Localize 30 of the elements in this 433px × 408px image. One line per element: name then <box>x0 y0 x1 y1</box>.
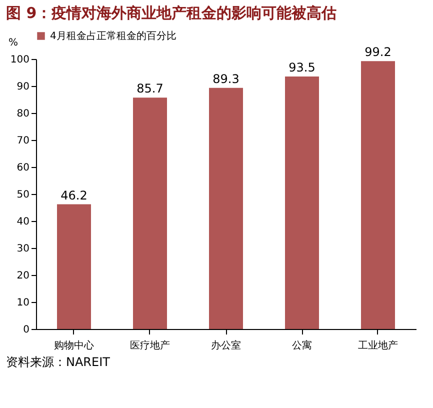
legend-label: 4月租金占正常租金的百分比 <box>50 30 176 42</box>
data-label: 89.3 <box>212 72 240 86</box>
chart-title: 图 9：疫情对海外商业地产租金的影响可能被高估 <box>6 4 337 22</box>
y-tick-label: 60 <box>16 162 30 174</box>
bar <box>209 88 243 329</box>
data-label: 85.7 <box>136 82 164 96</box>
text: 资料来源：NAREIT <box>6 355 111 369</box>
bar <box>361 61 395 329</box>
data-label: 99.2 <box>364 45 392 60</box>
x-tick-label: 工业地产 <box>358 340 398 352</box>
data-label: 93.5 <box>288 60 316 75</box>
y-tick-label: 80 <box>16 108 30 120</box>
y-tick-label: 90 <box>16 82 30 92</box>
y-tick-label: 70 <box>16 136 30 146</box>
bar <box>57 204 91 329</box>
y-tick-label: 100 <box>10 54 30 66</box>
x-tick-label: 医疗地产 <box>130 340 170 352</box>
y-tick-label: 10 <box>16 298 30 308</box>
x-tick-label: 办公室 <box>211 340 241 352</box>
y-tick-label: 20 <box>16 270 30 282</box>
y-tick-label: 0 <box>23 324 30 336</box>
y-tick-label: 30 <box>16 244 30 254</box>
x-tick-label: 公寓 <box>292 340 312 352</box>
y-tick-label: 40 <box>16 216 30 228</box>
x-tick-label: 购物中心 <box>54 340 94 352</box>
bar <box>133 98 167 329</box>
y-tick-label: 50 <box>16 190 30 200</box>
bar <box>285 76 319 329</box>
data-label: 46.2 <box>60 188 88 202</box>
y-axis-title: % <box>8 38 18 48</box>
